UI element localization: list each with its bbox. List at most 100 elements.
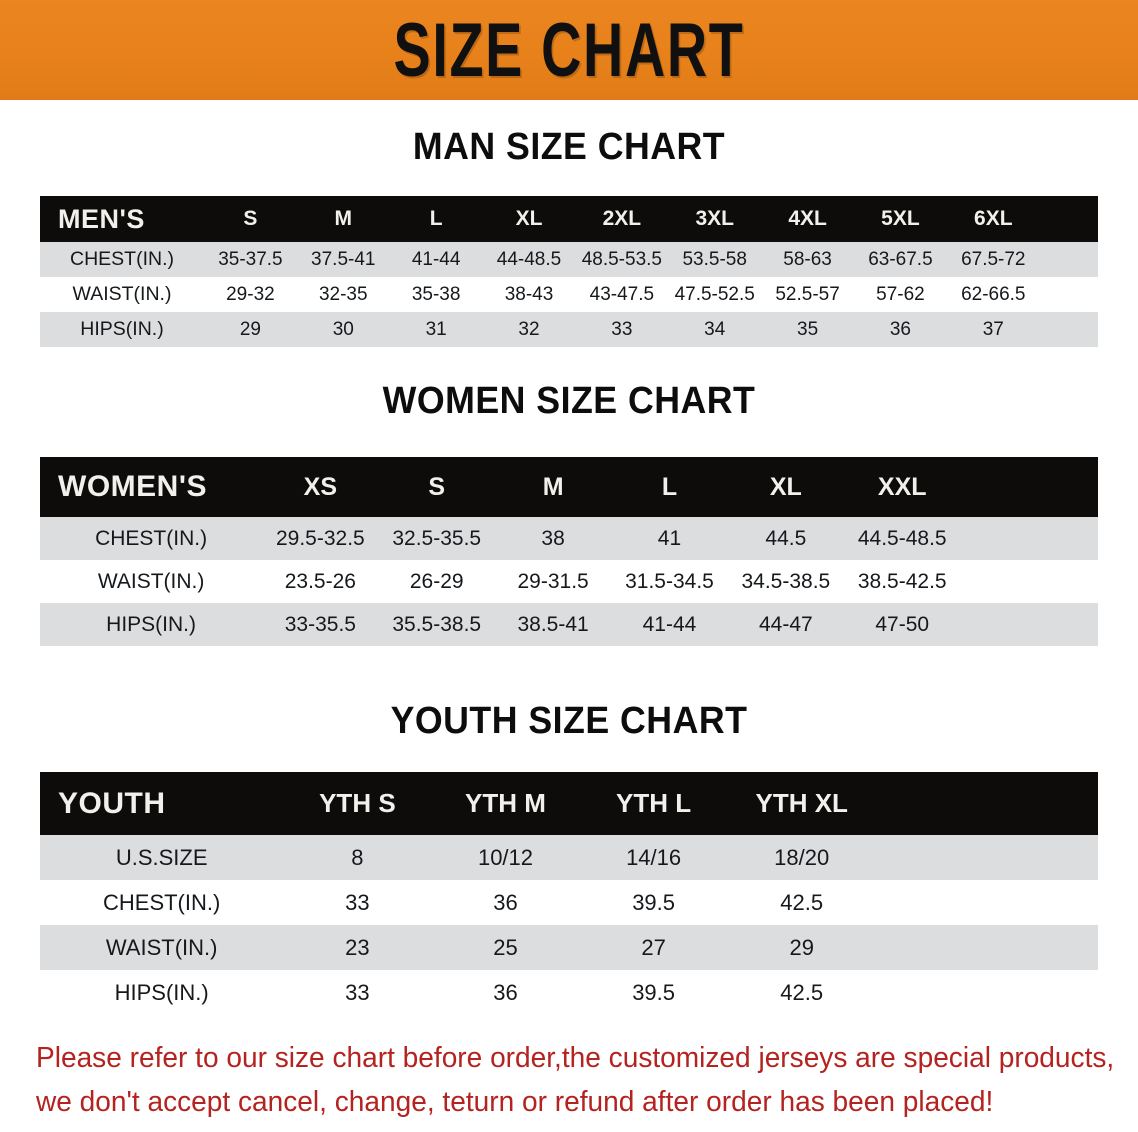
man-measurement-cell: 44-48.5 xyxy=(482,242,576,277)
youth-row-spacer xyxy=(875,970,1098,1015)
man-row-label: HIPS(IN.) xyxy=(40,312,204,347)
man-size-header: L xyxy=(389,196,483,242)
man-measurement-cell: 33 xyxy=(575,312,669,347)
man-size-header: S xyxy=(203,196,297,242)
women-size-header: XXL xyxy=(844,457,961,517)
youth-measurement-cell: 18/20 xyxy=(727,835,876,880)
women-measurement-cell: 29.5-32.5 xyxy=(262,517,379,560)
women-row-label: WAIST(IN.) xyxy=(40,560,263,603)
man-measurement-cell: 34 xyxy=(668,312,762,347)
table-row: CHEST(IN.) 29.5-32.5 32.5-35.5 38 41 44.5 44.5… xyxy=(40,517,1098,560)
women-measurement-cell: 44.5 xyxy=(727,517,845,560)
table-row: HIPS(IN.) 33 36 39.5 42.5 xyxy=(40,970,1098,1015)
youth-measurement-cell: 39.5 xyxy=(579,970,728,1015)
table-row: CHEST(IN.) 35-37.5 37.5-41 41-44 44-48.5 48.5… xyxy=(40,242,1098,277)
youth-row-label: CHEST(IN.) xyxy=(40,880,284,925)
youth-corner-label: YOUTH xyxy=(40,772,284,835)
man-measurement-cell: 35-37.5 xyxy=(203,242,297,277)
table-header-row: MEN'S S M L XL 2XL 3XL 4XL 5XL 6XL xyxy=(40,196,1098,242)
women-measurement-cell: 41 xyxy=(611,517,728,560)
women-measurement-cell: 34.5-38.5 xyxy=(727,560,845,603)
man-measurement-cell: 32 xyxy=(482,312,576,347)
man-measurement-cell: 57-62 xyxy=(854,277,947,312)
table-header-row: WOMEN'S XS S M L XL XXL xyxy=(40,457,1098,517)
table-header-row: YOUTH YTH S YTH M YTH L YTH XL xyxy=(40,772,1098,835)
women-size-header: M xyxy=(494,457,612,517)
table-row: WAIST(IN.) 23 25 27 29 xyxy=(40,925,1098,970)
youth-measurement-cell: 10/12 xyxy=(431,835,580,880)
women-size-table: WOMEN'S XS S M L XL XXL CHEST(IN.) 29.5-32.5 32.… xyxy=(40,457,1098,646)
youth-size-header: YTH S xyxy=(283,772,432,835)
man-measurement-cell: 43-47.5 xyxy=(575,277,669,312)
women-row-label: CHEST(IN.) xyxy=(40,517,263,560)
women-table-header: WOMEN'S XS S M L XL XXL xyxy=(40,457,1098,517)
man-measurement-cell: 58-63 xyxy=(761,242,854,277)
man-measurement-cell: 29 xyxy=(203,312,297,347)
man-size-header: 4XL xyxy=(761,196,854,242)
men-table-body: CHEST(IN.) 35-37.5 37.5-41 41-44 44-48.5 48.5… xyxy=(40,242,1098,347)
women-measurement-cell: 31.5-34.5 xyxy=(611,560,728,603)
women-measurement-cell: 41-44 xyxy=(611,603,728,646)
order-policy-line-2: we don't accept cancel, change, teturn o… xyxy=(36,1086,994,1118)
women-measurement-cell: 38.5-42.5 xyxy=(844,560,961,603)
youth-measurement-cell: 27 xyxy=(579,925,728,970)
women-measurement-cell: 23.5-26 xyxy=(262,560,379,603)
man-measurement-cell: 36 xyxy=(854,312,947,347)
youth-measurement-cell: 23 xyxy=(283,925,432,970)
man-size-header: 5XL xyxy=(854,196,947,242)
youth-size-header: YTH XL xyxy=(727,772,876,835)
man-row-spacer xyxy=(1039,312,1098,347)
man-size-header: 3XL xyxy=(668,196,762,242)
women-measurement-cell: 35.5-38.5 xyxy=(378,603,495,646)
youth-measurement-cell: 33 xyxy=(283,970,432,1015)
youth-table-header: YOUTH YTH S YTH M YTH L YTH XL xyxy=(40,772,1098,835)
women-measurement-cell: 38 xyxy=(494,517,612,560)
man-measurement-cell: 35-38 xyxy=(389,277,483,312)
man-corner-label: MEN'S xyxy=(40,196,204,242)
men-size-table: MEN'S S M L XL 2XL 3XL 4XL 5XL 6XL CHEST(IN.) 35-3… xyxy=(40,196,1098,347)
youth-size-header: YTH M xyxy=(431,772,580,835)
women-size-header: XS xyxy=(262,457,379,517)
youth-size-header: YTH L xyxy=(579,772,728,835)
youth-measurement-cell: 42.5 xyxy=(727,970,876,1015)
man-row-label: CHEST(IN.) xyxy=(40,242,204,277)
women-measurement-cell: 38.5-41 xyxy=(494,603,612,646)
youth-measurement-cell: 42.5 xyxy=(727,880,876,925)
man-measurement-cell: 35 xyxy=(761,312,854,347)
man-measurement-cell: 32-35 xyxy=(296,277,390,312)
man-row-label: WAIST(IN.) xyxy=(40,277,204,312)
youth-measurement-cell: 25 xyxy=(431,925,580,970)
man-row-spacer xyxy=(1039,277,1098,312)
man-measurement-cell: 63-67.5 xyxy=(854,242,947,277)
women-row-spacer xyxy=(960,560,1098,603)
women-measurement-cell: 29-31.5 xyxy=(494,560,612,603)
women-row-label: HIPS(IN.) xyxy=(40,603,263,646)
section-title-women: WOMEN SIZE CHART xyxy=(382,380,756,422)
women-measurement-cell: 26-29 xyxy=(378,560,495,603)
youth-measurement-cell: 8 xyxy=(283,835,432,880)
man-measurement-cell: 67.5-72 xyxy=(946,242,1040,277)
table-row: HIPS(IN.) 29 30 31 32 33 34 35 36 37 xyxy=(40,312,1098,347)
man-measurement-cell: 47.5-52.5 xyxy=(668,277,762,312)
youth-table-body: U.S.SIZE 8 10/12 14/16 18/20 CHEST(IN.) 33 36 39… xyxy=(40,835,1098,1015)
man-measurement-cell: 37.5-41 xyxy=(296,242,390,277)
page-title: SIZE CHART xyxy=(393,7,745,93)
youth-measurement-cell: 14/16 xyxy=(579,835,728,880)
youth-size-table: YOUTH YTH S YTH M YTH L YTH XL U.S.SIZE 8 10/1… xyxy=(40,772,1098,1015)
women-measurement-cell: 33-35.5 xyxy=(262,603,379,646)
order-policy-line-1: Please refer to our size chart before or… xyxy=(36,1042,1115,1074)
man-header-spacer xyxy=(1039,196,1098,242)
women-measurement-cell: 32.5-35.5 xyxy=(378,517,495,560)
youth-row-spacer xyxy=(875,880,1098,925)
order-policy-note: Please refer to our size chart before or… xyxy=(36,1036,1115,1124)
section-title-man: MAN SIZE CHART xyxy=(412,126,726,168)
youth-measurement-cell: 36 xyxy=(431,970,580,1015)
man-measurement-cell: 31 xyxy=(389,312,483,347)
men-table-header: MEN'S S M L XL 2XL 3XL 4XL 5XL 6XL xyxy=(40,196,1098,242)
women-table-body: CHEST(IN.) 29.5-32.5 32.5-35.5 38 41 44.5 44.5… xyxy=(40,517,1098,646)
man-measurement-cell: 48.5-53.5 xyxy=(575,242,669,277)
table-row: CHEST(IN.) 33 36 39.5 42.5 xyxy=(40,880,1098,925)
youth-row-label: HIPS(IN.) xyxy=(40,970,284,1015)
youth-measurement-cell: 33 xyxy=(283,880,432,925)
youth-row-label: U.S.SIZE xyxy=(40,835,284,880)
